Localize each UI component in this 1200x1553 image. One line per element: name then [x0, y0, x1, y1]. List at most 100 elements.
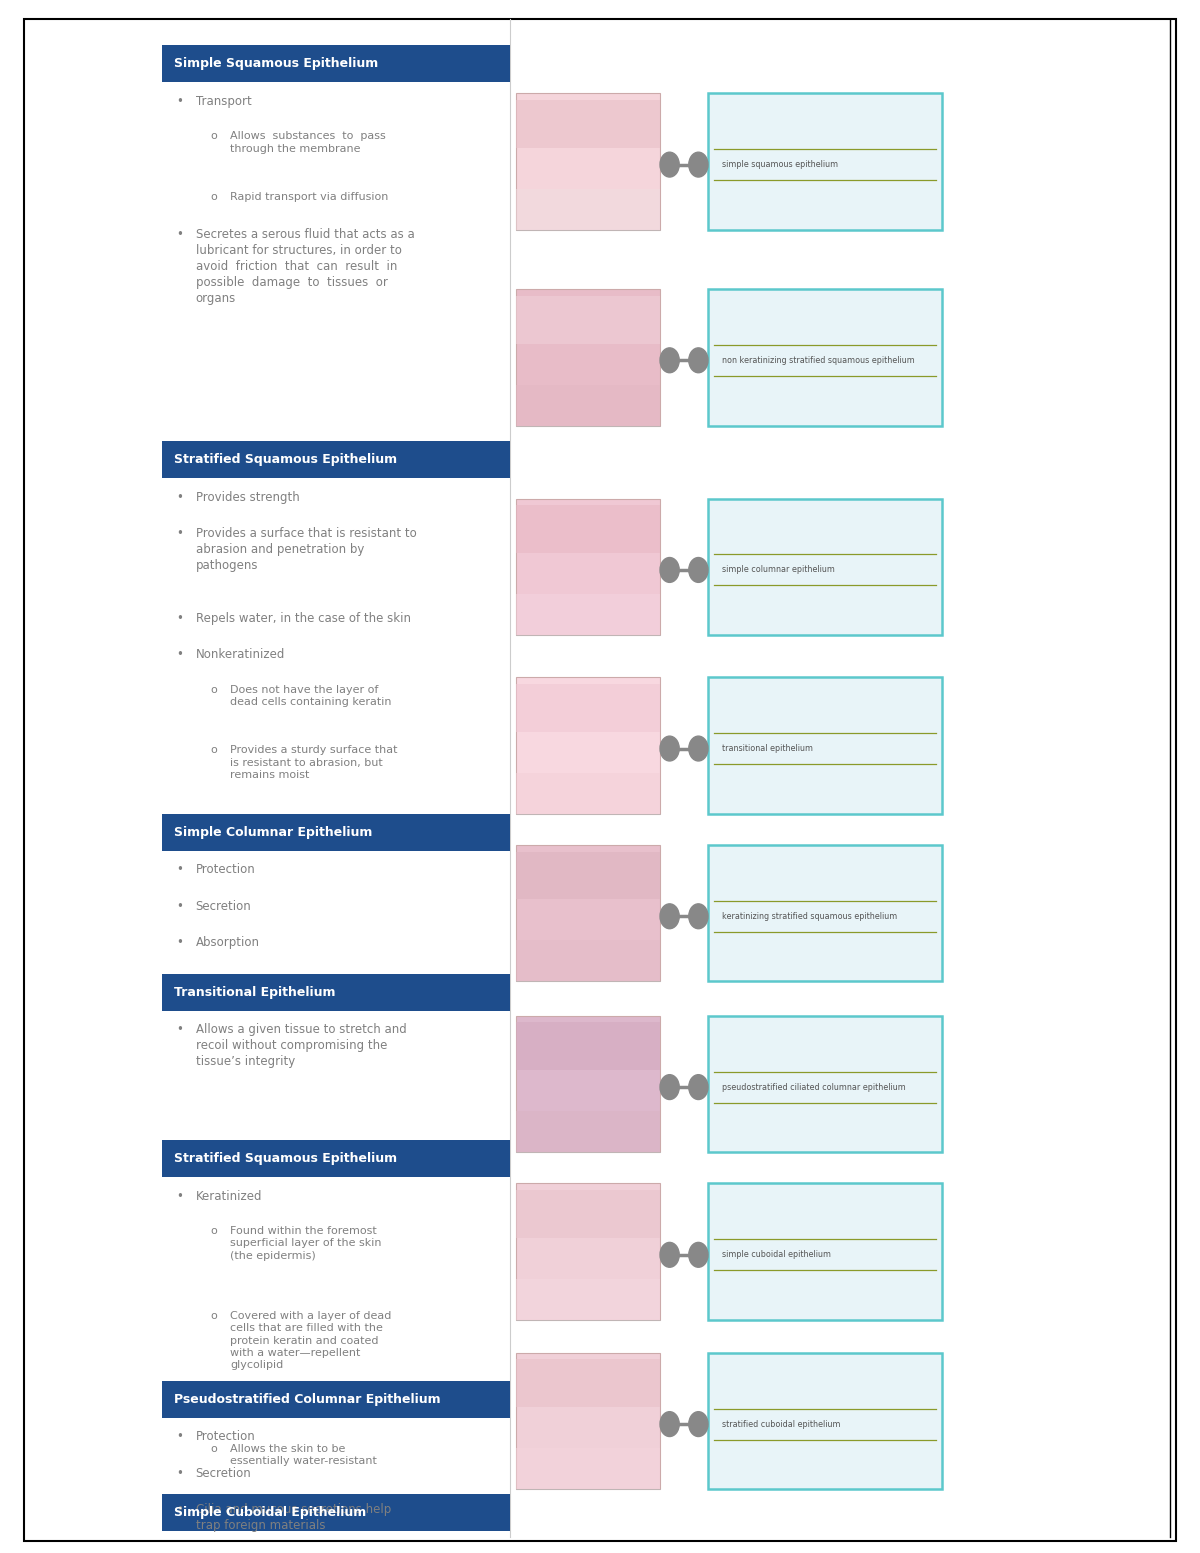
- Text: Provides a surface that is resistant to
abrasion and penetration by
pathogens: Provides a surface that is resistant to …: [196, 528, 416, 572]
- Circle shape: [689, 736, 708, 761]
- Circle shape: [689, 348, 708, 373]
- Text: Provides a sturdy surface that
is resistant to abrasion, but
remains moist: Provides a sturdy surface that is resist…: [230, 745, 398, 780]
- Bar: [516, 1016, 660, 1152]
- Text: Transitional Epithelium: Transitional Epithelium: [174, 986, 336, 999]
- Bar: [162, 1494, 510, 1531]
- Circle shape: [689, 1075, 708, 1100]
- Text: Does not have the layer of
dead cells containing keratin: Does not have the layer of dead cells co…: [230, 685, 392, 707]
- Bar: [708, 499, 942, 635]
- Circle shape: [689, 1412, 708, 1437]
- Text: •: •: [176, 1430, 184, 1443]
- Bar: [516, 1190, 660, 1238]
- Bar: [162, 45, 510, 82]
- Bar: [516, 595, 660, 635]
- Text: o: o: [210, 685, 217, 694]
- Bar: [162, 1381, 510, 1418]
- Text: simple cuboidal epithelium: simple cuboidal epithelium: [722, 1250, 832, 1259]
- Text: Nonkeratinized: Nonkeratinized: [196, 649, 284, 662]
- Text: Simple Columnar Epithelium: Simple Columnar Epithelium: [174, 826, 372, 839]
- Text: •: •: [176, 901, 184, 913]
- Circle shape: [660, 1412, 679, 1437]
- Text: Secretion: Secretion: [196, 901, 251, 913]
- Text: •: •: [176, 95, 184, 107]
- Bar: [162, 1140, 510, 1177]
- Text: Covered with a layer of dead
cells that are filled with the
protein keratin and : Covered with a layer of dead cells that …: [230, 1311, 391, 1370]
- Text: o: o: [210, 1444, 217, 1454]
- Text: Rapid transport via diffusion: Rapid transport via diffusion: [230, 193, 389, 202]
- Text: o: o: [210, 132, 217, 141]
- Text: •: •: [176, 228, 184, 241]
- Bar: [516, 773, 660, 814]
- Bar: [708, 845, 942, 981]
- Bar: [708, 1353, 942, 1489]
- Bar: [516, 1183, 660, 1320]
- Text: •: •: [176, 1503, 184, 1516]
- Text: pseudostratified ciliated columnar epithelium: pseudostratified ciliated columnar epith…: [722, 1082, 906, 1092]
- Text: •: •: [176, 863, 184, 876]
- Text: Found within the foremost
superficial layer of the skin
(the epidermis): Found within the foremost superficial la…: [230, 1227, 382, 1261]
- Text: Secretion: Secretion: [196, 1466, 251, 1480]
- Bar: [516, 499, 660, 635]
- Bar: [708, 289, 942, 426]
- Text: Transport: Transport: [196, 95, 251, 107]
- Bar: [516, 1359, 660, 1407]
- Text: Stratified Squamous Epithelium: Stratified Squamous Epithelium: [174, 1152, 397, 1165]
- Text: Protection: Protection: [196, 863, 256, 876]
- Bar: [516, 189, 660, 230]
- Circle shape: [689, 152, 708, 177]
- Bar: [516, 1112, 660, 1152]
- Text: Provides strength: Provides strength: [196, 491, 299, 503]
- Text: •: •: [176, 528, 184, 540]
- Bar: [708, 93, 942, 230]
- Text: Stratified Squamous Epithelium: Stratified Squamous Epithelium: [174, 453, 397, 466]
- Bar: [516, 93, 660, 230]
- Bar: [516, 295, 660, 343]
- Text: Simple Cuboidal Epithelium: Simple Cuboidal Epithelium: [174, 1506, 366, 1519]
- Circle shape: [660, 904, 679, 929]
- Circle shape: [660, 348, 679, 373]
- Bar: [516, 505, 660, 553]
- Text: o: o: [210, 1311, 217, 1320]
- Circle shape: [660, 736, 679, 761]
- Bar: [516, 845, 660, 981]
- Circle shape: [689, 1242, 708, 1267]
- Circle shape: [660, 1075, 679, 1100]
- Text: o: o: [210, 193, 217, 202]
- Circle shape: [689, 558, 708, 582]
- Text: •: •: [176, 491, 184, 503]
- Text: non keratinizing stratified squamous epithelium: non keratinizing stratified squamous epi…: [722, 356, 916, 365]
- Text: o: o: [210, 1227, 217, 1236]
- Text: keratinizing stratified squamous epithelium: keratinizing stratified squamous epithel…: [722, 912, 898, 921]
- Text: •: •: [176, 1023, 184, 1036]
- Text: o: o: [210, 745, 217, 755]
- Bar: [516, 1280, 660, 1320]
- Bar: [516, 677, 660, 814]
- Bar: [708, 1016, 942, 1152]
- Text: Allows  substances  to  pass
through the membrane: Allows substances to pass through the me…: [230, 132, 386, 154]
- Bar: [516, 1449, 660, 1489]
- Bar: [708, 677, 942, 814]
- Bar: [516, 941, 660, 981]
- Text: Pseudostratified Columnar Epithelium: Pseudostratified Columnar Epithelium: [174, 1393, 440, 1405]
- Bar: [162, 441, 510, 478]
- Text: simple columnar epithelium: simple columnar epithelium: [722, 565, 835, 575]
- Text: •: •: [176, 1190, 184, 1202]
- Bar: [516, 851, 660, 899]
- Bar: [516, 99, 660, 148]
- Text: Allows the skin to be
essentially water-resistant: Allows the skin to be essentially water-…: [230, 1444, 377, 1466]
- Bar: [516, 385, 660, 426]
- Text: stratified cuboidal epithelium: stratified cuboidal epithelium: [722, 1419, 841, 1429]
- Bar: [516, 683, 660, 731]
- Bar: [516, 1022, 660, 1070]
- Text: transitional epithelium: transitional epithelium: [722, 744, 814, 753]
- Text: Cilia and mucous secretions help
trap foreign materials: Cilia and mucous secretions help trap fo…: [196, 1503, 391, 1533]
- Text: •: •: [176, 1466, 184, 1480]
- Text: simple squamous epithelium: simple squamous epithelium: [722, 160, 839, 169]
- Text: Secretes a serous fluid that acts as a
lubricant for structures, in order to
avo: Secretes a serous fluid that acts as a l…: [196, 228, 414, 306]
- Circle shape: [660, 1242, 679, 1267]
- Text: Absorption: Absorption: [196, 936, 259, 949]
- Circle shape: [689, 904, 708, 929]
- Text: Repels water, in the case of the skin: Repels water, in the case of the skin: [196, 612, 410, 624]
- Circle shape: [660, 558, 679, 582]
- Bar: [516, 289, 660, 426]
